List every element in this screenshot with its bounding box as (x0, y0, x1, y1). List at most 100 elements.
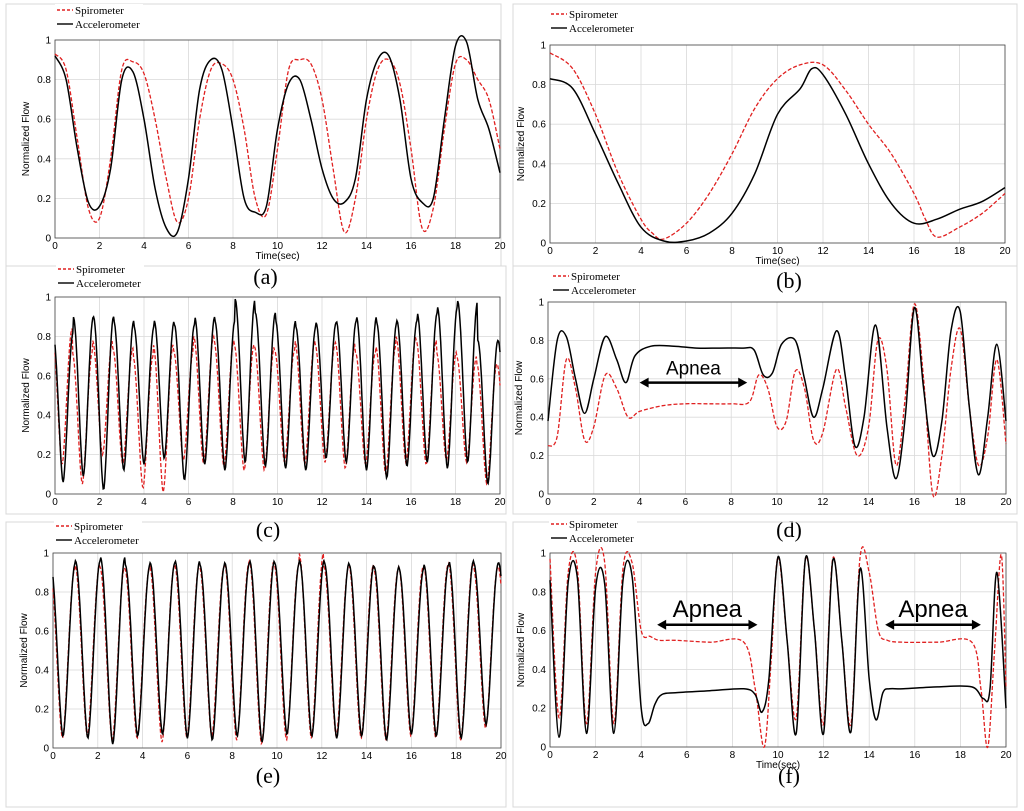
x-tick-label: 14 (361, 241, 373, 252)
y-tick-label: 0.8 (37, 332, 51, 343)
plot-area (549, 44, 1006, 244)
y-tick-label: 0.8 (37, 75, 51, 86)
apnea-annotation: Apnea (639, 359, 748, 388)
y-tick-label: 0.4 (37, 411, 51, 422)
x-tick-label: 14 (863, 246, 875, 257)
y-tick-label: 0 (43, 744, 49, 755)
x-tick-label: 4 (638, 246, 644, 257)
plot-area (54, 296, 501, 495)
legend-label: Spirometer (75, 5, 124, 17)
x-tick-label: 2 (97, 497, 103, 508)
x-tick-label: 2 (591, 497, 597, 508)
y-tick-label: 0.4 (532, 665, 546, 676)
series-line-spirometer (54, 53, 501, 234)
x-tick-label: 10 (772, 750, 784, 761)
x-tick-label: 8 (230, 497, 236, 508)
x-tick-label: 10 (272, 497, 284, 508)
x-tick-label: 8 (230, 241, 236, 252)
y-tick-label: 0.8 (530, 336, 544, 347)
panel-a: 0 2 4 6 8 10 12 14 16 18 20 0 0.2 0.4 0.6 0.8 1 Time(sec)… (5, 3, 506, 289)
y-tick-label: 0.6 (37, 115, 51, 126)
y-tick-label: 0.2 (37, 450, 51, 461)
apnea-label: Apnea (666, 359, 721, 380)
series-line-accelerometer (549, 555, 1007, 739)
plot-area (549, 552, 1007, 748)
y-tick-label: 0.6 (35, 627, 49, 638)
apnea-annotation: Apnea (657, 596, 758, 630)
plot-area (547, 301, 1007, 495)
y-tick-label: 0.4 (37, 154, 51, 165)
y-axis-label: Normalized Flow (514, 360, 525, 435)
legend: Spirometer Accelerometer (54, 520, 142, 549)
x-tick-label: 6 (185, 751, 191, 762)
y-axis-label: Normalized Flow (516, 106, 527, 181)
x-tick-label: 0 (547, 246, 553, 257)
x-axis-label: Time(sec) (755, 256, 799, 267)
panel-frame (512, 3, 1018, 267)
y-axis-label: Normalized Flow (21, 101, 32, 176)
y-tick-label: 0.4 (532, 159, 546, 170)
x-tick-label: 14 (863, 497, 875, 508)
legend-label: Accelerometer (75, 19, 140, 31)
x-tick-label: 12 (316, 241, 328, 252)
x-tick-label: 16 (909, 750, 921, 761)
series-line-spirometer (549, 52, 1006, 241)
x-tick-label: 4 (141, 241, 147, 252)
legend-box (549, 518, 637, 547)
x-tick-label: 12 (817, 497, 829, 508)
x-tick-label: 20 (494, 497, 506, 508)
legend-box (56, 263, 144, 292)
x-tick-label: 20 (494, 241, 506, 252)
x-tick-label: 0 (52, 241, 58, 252)
x-tick-label: 18 (954, 246, 966, 257)
y-tick-label: 0.2 (530, 451, 544, 462)
panel-caption: (a) (253, 264, 277, 289)
y-tick-label: 0.8 (532, 587, 546, 598)
x-tick-label: 14 (864, 750, 876, 761)
y-tick-label: 0 (538, 490, 544, 501)
legend-label: Spirometer (76, 264, 125, 276)
x-tick-label: 6 (683, 497, 689, 508)
series-line-accelerometer (54, 35, 501, 238)
panel-frame (512, 521, 1018, 808)
arrow-head-left (885, 619, 895, 630)
x-tick-label: 18 (451, 751, 463, 762)
panel-caption: (b) (776, 268, 802, 293)
series-line-spirometer (547, 303, 1007, 498)
legend-label: Spirometer (569, 519, 618, 531)
y-tick-label: 0 (540, 239, 546, 250)
y-tick-label: 0 (45, 234, 51, 245)
panel-caption: (c) (256, 517, 280, 542)
x-tick-label: 0 (547, 750, 553, 761)
x-tick-label: 20 (1000, 750, 1012, 761)
y-tick-label: 0 (540, 743, 546, 754)
legend-label: Spirometer (74, 521, 123, 533)
x-tick-label: 18 (955, 497, 967, 508)
x-tick-label: 14 (361, 497, 373, 508)
legend-box (549, 8, 637, 37)
legend: Spirometer Accelerometer (55, 4, 143, 33)
y-axis-label: Normalized Flow (21, 357, 32, 432)
legend-box (54, 520, 142, 549)
legend-label: Spirometer (569, 9, 618, 21)
x-tick-label: 16 (908, 246, 920, 257)
legend: Spirometer Accelerometer (551, 270, 639, 299)
panel-d: 0 2 4 6 8 10 12 14 16 18 20 0 0.2 0.4 0.6 0.8 1 Normalize… (512, 265, 1018, 542)
x-tick-label: 6 (186, 241, 192, 252)
x-tick-label: 12 (818, 750, 830, 761)
legend-label: Accelerometer (76, 278, 141, 290)
apnea-label: Apnea (673, 596, 743, 623)
x-tick-label: 16 (406, 751, 418, 762)
y-tick-label: 1 (540, 549, 546, 560)
x-tick-label: 0 (52, 497, 58, 508)
series-line-accelerometer (549, 66, 1006, 244)
arrow-head-left (639, 377, 649, 388)
legend-box (551, 270, 639, 299)
x-axis-label: Time(sec) (756, 760, 800, 771)
x-tick-label: 4 (140, 751, 146, 762)
x-tick-label: 10 (272, 241, 284, 252)
legend-box (55, 4, 143, 33)
x-tick-label: 6 (186, 497, 192, 508)
series-line-accelerometer (52, 557, 502, 745)
legend: Spirometer Accelerometer (549, 518, 637, 547)
